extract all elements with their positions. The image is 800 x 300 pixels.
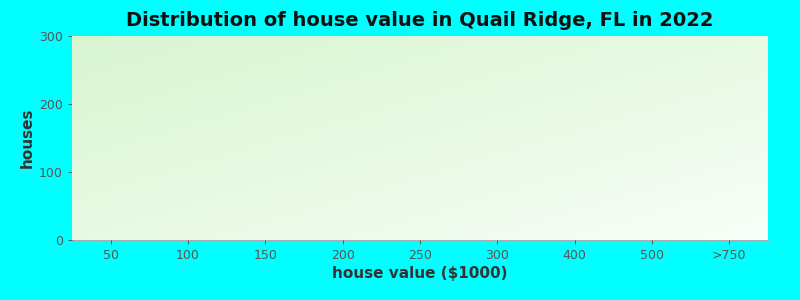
Bar [72, 111, 150, 240]
Bar [690, 153, 768, 240]
Y-axis label: houses: houses [20, 108, 35, 168]
Bar [226, 230, 304, 240]
Title: Distribution of house value in Quail Ridge, FL in 2022: Distribution of house value in Quail Rid… [126, 11, 714, 30]
Bar [382, 198, 458, 240]
X-axis label: house value ($1000): house value ($1000) [332, 266, 508, 281]
Text: City-Data.com: City-Data.com [647, 52, 747, 65]
Bar [304, 201, 382, 240]
Bar [458, 192, 536, 240]
Bar [536, 162, 614, 240]
Bar [150, 235, 226, 240]
Bar [614, 177, 690, 240]
